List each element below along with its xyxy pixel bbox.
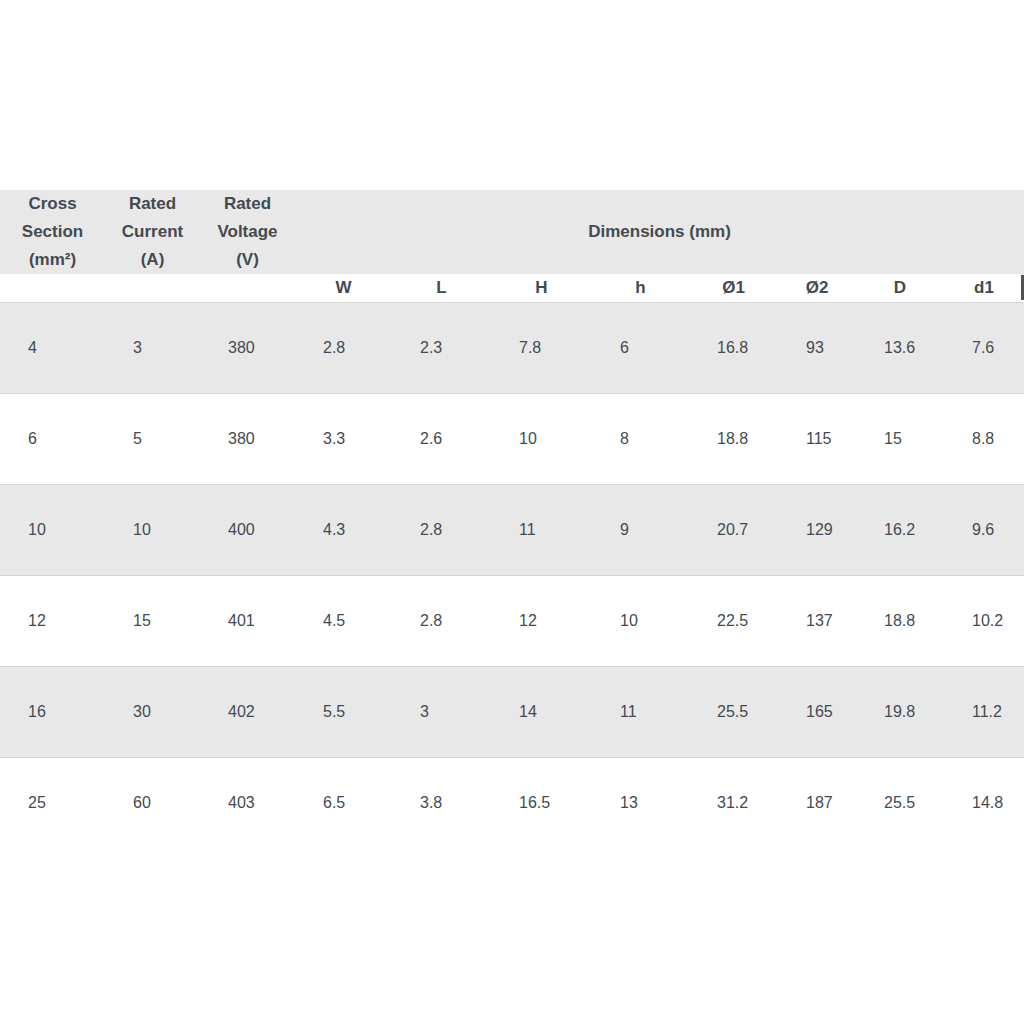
table-header-row: Cross Section (mm²) Rated Current (A) Ra… — [0, 190, 1024, 274]
table-cell: 25 — [0, 758, 105, 849]
table-cell: 14.8 — [944, 758, 1024, 849]
table-cell: 93 — [778, 303, 856, 394]
spec-table: Cross Section (mm²) Rated Current (A) Ra… — [0, 190, 1024, 848]
table-row: 25 60 403 6.5 3.8 16.5 13 31.2 187 25.5 … — [0, 758, 1024, 849]
table-cell: 12 — [491, 576, 592, 667]
table-cell: 18.8 — [689, 394, 778, 485]
table-cell: 25.5 — [689, 667, 778, 758]
column-header-h-lower: h — [592, 274, 689, 303]
table-cell: 129 — [778, 485, 856, 576]
table-cell: 10 — [592, 576, 689, 667]
column-header-rated-current: Rated Current (A) — [105, 190, 200, 274]
column-header-rated-voltage: Rated Voltage (V) — [200, 190, 295, 274]
table-cell: 18.8 — [856, 576, 944, 667]
table-cell: 16 — [0, 667, 105, 758]
table-cell: 30 — [105, 667, 200, 758]
column-header-diameter-2: Ø2 — [778, 274, 856, 303]
table-row: 10 10 400 4.3 2.8 11 9 20.7 129 16.2 9.6 — [0, 485, 1024, 576]
table-cell: 187 — [778, 758, 856, 849]
table-cell: 8 — [592, 394, 689, 485]
table-cell: 6 — [592, 303, 689, 394]
table-cell: 4.3 — [295, 485, 392, 576]
table-cell: 6 — [0, 394, 105, 485]
table-cell: 15 — [856, 394, 944, 485]
table-cell: 22.5 — [689, 576, 778, 667]
table-cell: 403 — [200, 758, 295, 849]
table-cell: 165 — [778, 667, 856, 758]
table-cell: 5.5 — [295, 667, 392, 758]
table-cell: 12 — [0, 576, 105, 667]
table-cell: 6.5 — [295, 758, 392, 849]
table-cell: 60 — [105, 758, 200, 849]
column-group-header-dimensions: Dimensions (mm) — [295, 190, 1024, 274]
table-row: 12 15 401 4.5 2.8 12 10 22.5 137 18.8 10… — [0, 576, 1024, 667]
table-cell: 10 — [0, 485, 105, 576]
table-cell: 2.6 — [392, 394, 491, 485]
column-header-cross-section: Cross Section (mm²) — [0, 190, 105, 274]
table-cell: 9.6 — [944, 485, 1024, 576]
table-cell: 11.2 — [944, 667, 1024, 758]
subheader-spacer — [0, 274, 105, 303]
table-cell: 11 — [592, 667, 689, 758]
table-cell: 3 — [105, 303, 200, 394]
table-cell: 2.8 — [392, 485, 491, 576]
table-cell: 4 — [0, 303, 105, 394]
column-header-d1: d1 — [944, 274, 1024, 303]
table-cell: 380 — [200, 394, 295, 485]
table-cell: 16.5 — [491, 758, 592, 849]
table-row: 16 30 402 5.5 3 14 11 25.5 165 19.8 11.2 — [0, 667, 1024, 758]
column-header-l: L — [392, 274, 491, 303]
table-cell: 3 — [392, 667, 491, 758]
table-cell: 11 — [491, 485, 592, 576]
table-row: 6 5 380 3.3 2.6 10 8 18.8 115 15 8.8 — [0, 394, 1024, 485]
table-cell: 3.3 — [295, 394, 392, 485]
column-header-diameter-1: Ø1 — [689, 274, 778, 303]
column-header-d-upper: D — [856, 274, 944, 303]
table-cell: 402 — [200, 667, 295, 758]
table-cell: 10.2 — [944, 576, 1024, 667]
table-cell: 13 — [592, 758, 689, 849]
table-cell: 7.6 — [944, 303, 1024, 394]
table-cell: 16.2 — [856, 485, 944, 576]
page: Cross Section (mm²) Rated Current (A) Ra… — [0, 0, 1024, 1024]
table-cell: 2.8 — [295, 303, 392, 394]
table-cell: 16.8 — [689, 303, 778, 394]
column-header-h-upper: H — [491, 274, 592, 303]
table-cell: 401 — [200, 576, 295, 667]
subheader-spacer — [200, 274, 295, 303]
table-cell: 380 — [200, 303, 295, 394]
table-cell: 3.8 — [392, 758, 491, 849]
table-cell: 5 — [105, 394, 200, 485]
table-cell: 4.5 — [295, 576, 392, 667]
table-cell: 8.8 — [944, 394, 1024, 485]
table-cell: 2.3 — [392, 303, 491, 394]
table-cell: 137 — [778, 576, 856, 667]
table-cell: 10 — [491, 394, 592, 485]
table-cell: 15 — [105, 576, 200, 667]
table-cell: 19.8 — [856, 667, 944, 758]
table-cell: 2.8 — [392, 576, 491, 667]
table-cell: 115 — [778, 394, 856, 485]
table-subheader-row: W L H h Ø1 Ø2 D d1 — [0, 274, 1024, 303]
table-cell: 31.2 — [689, 758, 778, 849]
table-cell: 20.7 — [689, 485, 778, 576]
table-row: 4 3 380 2.8 2.3 7.8 6 16.8 93 13.6 7.6 — [0, 303, 1024, 394]
subheader-spacer — [105, 274, 200, 303]
table-cell: 400 — [200, 485, 295, 576]
table-cell: 13.6 — [856, 303, 944, 394]
spec-table-container: Cross Section (mm²) Rated Current (A) Ra… — [0, 190, 1024, 848]
table-cell: 10 — [105, 485, 200, 576]
table-cell: 7.8 — [491, 303, 592, 394]
table-cell: 9 — [592, 485, 689, 576]
table-cell: 25.5 — [856, 758, 944, 849]
table-cell: 14 — [491, 667, 592, 758]
column-header-w: W — [295, 274, 392, 303]
